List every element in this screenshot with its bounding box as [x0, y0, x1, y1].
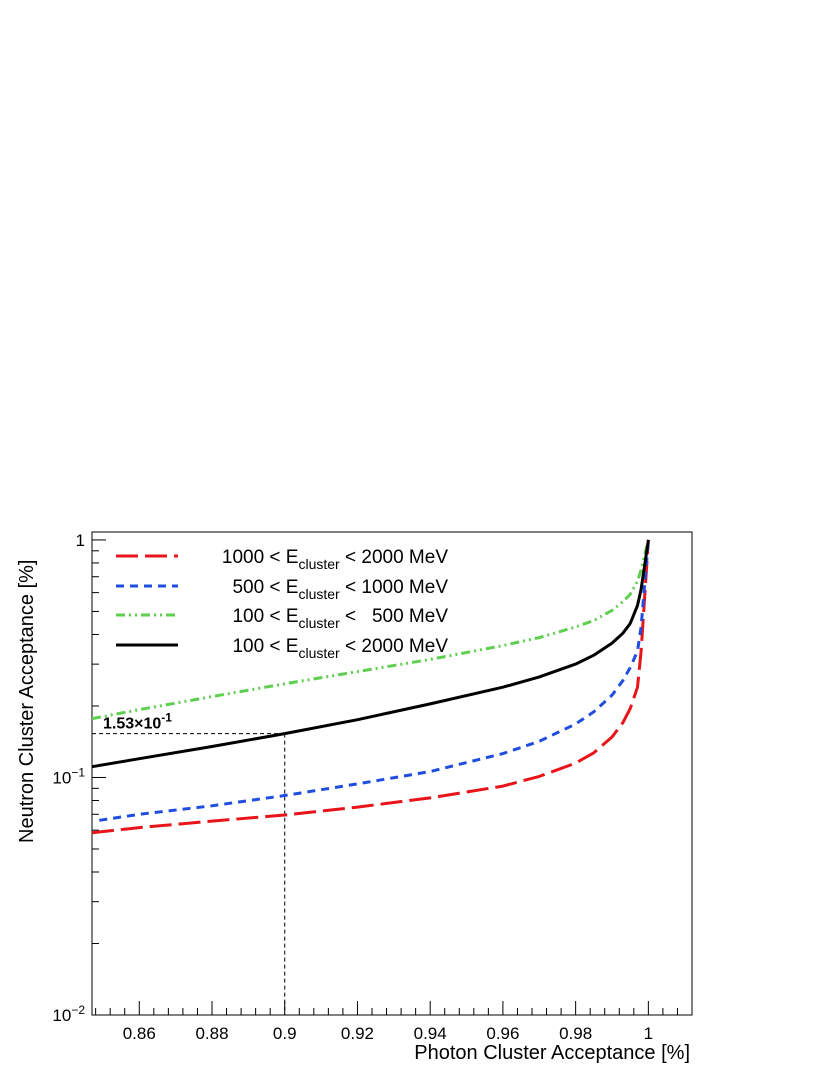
x-tick-label: 0.86 [123, 1024, 156, 1043]
legend-label-subscript: cluster [299, 615, 341, 631]
series-lines [91, 539, 650, 835]
y-tick-mantissa: 1 [76, 531, 85, 550]
legend-label-suffix: < 1000 MeV [340, 577, 449, 598]
legend-label-subscript: cluster [298, 556, 340, 572]
x-tick-label: 0.88 [195, 1024, 228, 1043]
y-axis-title: Neutron Cluster Acceptance [%] [16, 560, 38, 843]
legend-label-suffix: < 2000 MeV [340, 636, 449, 657]
series-line-1 [91, 539, 650, 835]
x-tick-label: 0.9 [273, 1024, 297, 1043]
legend-label-1: 1000 < Ecluster < 2000 MeV [222, 547, 448, 572]
series-line-2 [99, 539, 650, 822]
x-tick-label: 0.94 [414, 1024, 447, 1043]
legend-label-prefix: 1000 < E [222, 547, 299, 568]
plot-frame [91, 531, 693, 1016]
y-tick-label: 10−1 [52, 765, 85, 787]
annotation-group: 1.53×10-1 [92, 711, 286, 1015]
legend-label-prefix: 500 < E [232, 577, 298, 598]
y-tick-mantissa: 10 [52, 1006, 71, 1025]
x-tick-label: 0.98 [559, 1024, 592, 1043]
x-tick-label: 1 [644, 1024, 653, 1043]
y-tick-exponent: −2 [71, 1003, 85, 1017]
legend-label-prefix: 100 < E [232, 606, 298, 627]
x-axis-title: Photon Cluster Acceptance [%] [414, 1042, 690, 1064]
series-line-4 [91, 539, 650, 769]
legend-label-subscript: cluster [298, 586, 340, 602]
axis-tick-labels: 0.86 0.88 0.9 0.92 0.94 0.96 0.98 110−210−11 [52, 531, 653, 1043]
y-tick-label: 10−2 [52, 1003, 85, 1025]
x-tick-label: 0.92 [341, 1024, 374, 1043]
y-tick-exponent: −1 [71, 765, 85, 779]
legend-label-suffix: < 2000 MeV [340, 547, 449, 568]
annotation-exponent: -1 [161, 711, 172, 725]
legend-label-prefix: 100 < E [232, 636, 298, 657]
legend-label-suffix: < 500 MeV [340, 606, 449, 627]
series-line-3 [91, 539, 650, 721]
x-tick-label: 0.96 [486, 1024, 519, 1043]
y-tick-label: 1 [76, 531, 85, 550]
legend-label-2: 500 < Ecluster < 1000 MeV [232, 577, 448, 602]
legend-label-4: 100 < Ecluster < 2000 MeV [232, 636, 448, 661]
annotation-mantissa: 1.53×10 [103, 716, 161, 733]
legend-label-3: 100 < Ecluster < 500 MeV [232, 606, 448, 631]
legend-label-subscript: cluster [298, 645, 340, 661]
y-tick-mantissa: 10 [52, 768, 71, 787]
annotation-label: 1.53×10-1 [103, 711, 172, 733]
